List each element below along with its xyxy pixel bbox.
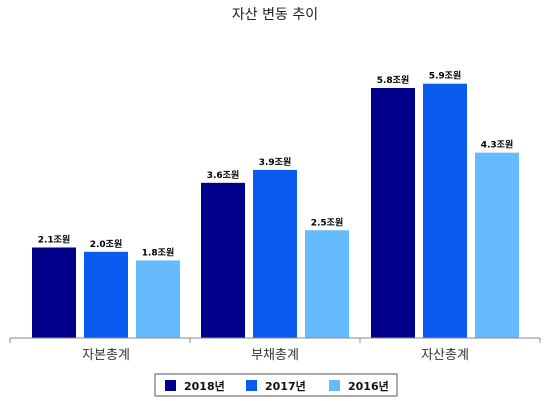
legend-label: 2016년 xyxy=(348,379,389,393)
legend-swatch xyxy=(165,380,176,391)
legend-label: 2018년 xyxy=(184,379,225,393)
data-label: 3.6조원 xyxy=(207,169,240,181)
bar xyxy=(253,169,297,338)
value-labels-group: 2.1조원 2.0조원 1.8조원 3.6조원 3.9조원 2.5조원 5.8조원 5.9조원… xyxy=(38,70,514,259)
data-label: 2.5조원 xyxy=(311,216,344,228)
data-label: 4.3조원 xyxy=(481,139,514,151)
data-label: 2.0조원 xyxy=(90,238,123,250)
tick-marks-group xyxy=(9,338,541,343)
bar xyxy=(201,182,245,338)
x-tick-label: 부채총계 xyxy=(251,348,299,363)
chart-title: 자산 변동 추이 xyxy=(232,7,318,23)
x-tick-label: 자본총계 xyxy=(82,348,130,363)
bar xyxy=(423,83,467,339)
bar xyxy=(84,251,128,338)
bar xyxy=(32,247,76,338)
bar xyxy=(371,88,415,339)
legend-swatch xyxy=(246,380,257,391)
bars-group xyxy=(32,83,519,339)
data-label: 2.1조원 xyxy=(38,233,71,245)
data-label: 1.8조원 xyxy=(142,246,175,258)
data-label: 5.9조원 xyxy=(429,70,462,82)
bar xyxy=(475,152,519,338)
x-tick-label: 자산총계 xyxy=(421,348,469,363)
legend-swatch xyxy=(329,380,340,391)
data-label: 5.8조원 xyxy=(377,74,410,86)
legend-label: 2017년 xyxy=(265,379,306,393)
bar xyxy=(136,260,180,338)
bar xyxy=(305,230,349,338)
legend: 2018년 2017년 2016년 xyxy=(154,373,398,397)
tick-labels-group: 자본총계 부채총계 자산총계 xyxy=(82,348,469,363)
data-label: 3.9조원 xyxy=(259,156,292,168)
